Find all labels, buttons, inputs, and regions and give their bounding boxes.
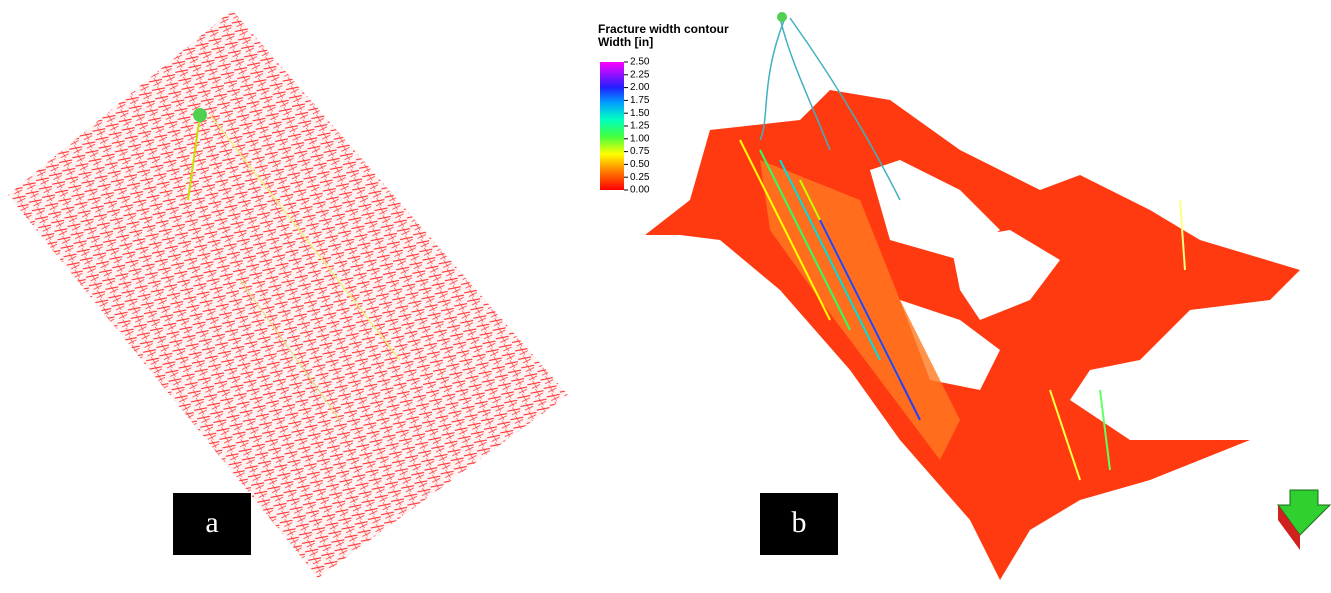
- tick-label: 0.50: [630, 159, 650, 170]
- legend: Fracture width contour Width [in] 2.502.…: [598, 22, 729, 195]
- panel-label: b: [792, 506, 807, 539]
- panel-b: b: [645, 12, 1331, 580]
- label-box: [173, 493, 251, 555]
- well-trajectory: [239, 279, 341, 421]
- tick-label: 1.00: [630, 133, 650, 144]
- fracture-network-a-texture: [8, 10, 568, 578]
- tick-label: 2.00: [630, 82, 650, 93]
- tick-label: 2.50: [630, 57, 650, 68]
- well-trajectory: [209, 114, 401, 361]
- orientation-arrow-side: [1278, 505, 1300, 550]
- tick-label: 0.25: [630, 172, 650, 183]
- fracture-streaks: [739, 139, 1186, 481]
- wellhead: [777, 12, 787, 22]
- gap: [900, 300, 1000, 390]
- tick-label: 0.75: [630, 146, 650, 157]
- tick-label: 2.25: [630, 69, 650, 80]
- fracture-surface: [760, 160, 960, 460]
- wellhead: [193, 108, 207, 122]
- tick-label: 0.00: [630, 185, 650, 196]
- gap: [950, 230, 1060, 320]
- panel-label: a: [205, 506, 218, 539]
- label-box: [760, 493, 838, 555]
- tick-label: 1.75: [630, 95, 650, 106]
- gap: [870, 160, 1000, 260]
- legend-title: Fracture width contour: [598, 22, 729, 36]
- panel-a: a: [8, 10, 568, 578]
- tick-label: 1.25: [630, 121, 650, 132]
- well-trajectory: [759, 17, 901, 201]
- legend-subtitle: Width [in]: [598, 35, 653, 49]
- well-trajectory: [187, 114, 201, 201]
- orientation-arrow: [1277, 489, 1331, 536]
- colorbar: [600, 62, 624, 190]
- tick-label: 1.50: [630, 108, 650, 119]
